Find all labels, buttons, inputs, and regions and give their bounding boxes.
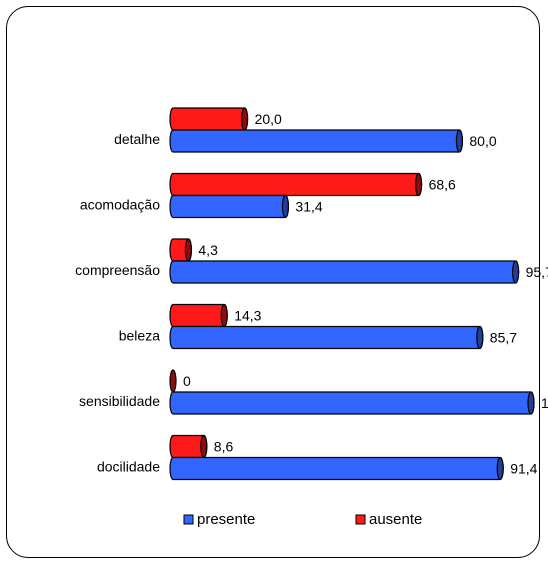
category-label-5: docilidade	[97, 459, 160, 475]
presente-value-label-4: 100	[541, 395, 548, 411]
presente-bar-3	[169, 325, 484, 350]
ausente-value-label-0: 20,0	[255, 111, 282, 127]
ausente-bar-2	[169, 238, 192, 262]
presente-bar-0-cap	[455, 129, 463, 153]
presente-value-label-2: 95,7	[526, 264, 548, 280]
ausente-bar-1-body	[169, 172, 423, 197]
category-label-1: acomodação	[80, 197, 160, 213]
presente-value-label-3: 85,7	[490, 330, 517, 346]
ausente-bar-5	[169, 434, 208, 459]
ausente-value-label-5: 8,6	[214, 439, 234, 455]
legend-label-ausente: ausente	[369, 511, 422, 528]
presente-bar-4-body	[169, 391, 535, 415]
presente-bar-2-cap	[512, 260, 520, 284]
legend-swatch-presente	[183, 514, 194, 525]
ausente-value-label-3: 14,3	[234, 308, 261, 324]
legend-label-presente: presente	[197, 511, 255, 528]
category-label-3: beleza	[119, 328, 160, 344]
presente-bar-3-cap	[476, 325, 484, 350]
presente-bar-0	[169, 129, 463, 153]
ausente-bar-0-cap	[241, 107, 249, 131]
presente-bar-5-cap	[496, 456, 504, 481]
legend-swatch-ausente	[355, 514, 366, 525]
presente-bar-4-cap	[527, 391, 535, 415]
presente-value-label-1: 31,4	[295, 199, 322, 215]
ausente-bar-3-body	[169, 303, 228, 328]
ausente-bar-2-cap	[184, 238, 192, 262]
ausente-bar-3	[169, 303, 228, 328]
ausente-bar-1	[169, 172, 423, 197]
ausente-bar-1-cap	[414, 172, 423, 197]
presente-bar-2-body	[169, 260, 520, 284]
presente-bar-1-cap	[281, 194, 290, 219]
ausente-bar-4-cap	[169, 369, 177, 393]
category-label-2: compreensão	[75, 262, 160, 278]
ausente-bar-0-body	[169, 107, 249, 131]
ausente-bar-0	[169, 107, 249, 131]
presente-bar-2	[169, 260, 520, 284]
presente-bar-4	[169, 391, 535, 415]
ausente-value-label-2: 4,3	[198, 242, 218, 258]
presente-bar-1	[169, 194, 290, 219]
presente-value-label-0: 80,0	[469, 133, 496, 149]
ausente-bar-5-cap	[200, 434, 208, 459]
presente-value-label-5: 91,4	[510, 461, 537, 477]
category-label-0: detalhe	[114, 131, 160, 147]
presente-bar-0-body	[169, 129, 463, 153]
ausente-value-label-1: 68,6	[429, 177, 456, 193]
ausente-bar-4	[169, 369, 177, 393]
category-label-4: sensibilidade	[79, 393, 160, 409]
presente-bar-3-body	[169, 325, 484, 350]
presente-bar-5-body	[169, 456, 504, 481]
presente-bar-5	[169, 456, 504, 481]
ausente-bar-3-cap	[220, 303, 228, 328]
ausente-value-label-4: 0	[183, 373, 191, 389]
presente-bar-1-body	[169, 194, 289, 219]
